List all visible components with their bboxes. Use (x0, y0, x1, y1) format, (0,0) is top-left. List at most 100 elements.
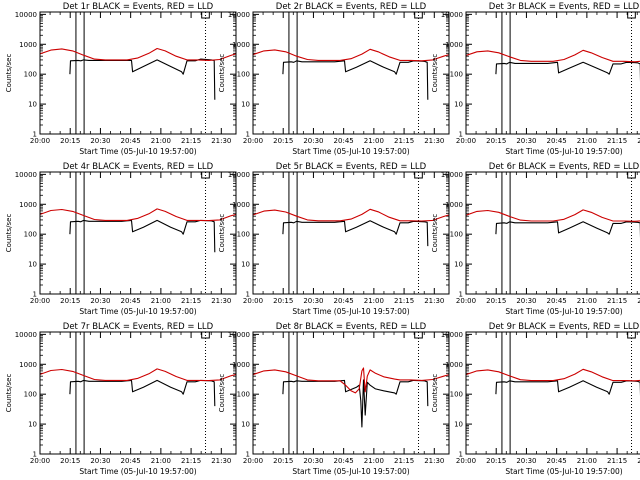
plot-frame (252, 11, 450, 135)
y-tick-label: 100 (24, 71, 37, 79)
panel-title: Det 1r BLACK = Events, RED = LLD (63, 2, 214, 12)
x-tick-label: 20:45 (334, 137, 354, 145)
events-series-line (282, 379, 429, 428)
x-tick-label: 20:45 (547, 457, 567, 465)
x-tick-label: 20:30 (303, 297, 323, 305)
lld-series-line (40, 208, 236, 222)
x-axis-label: Start Time (05-Jul-10 19:57:00) (79, 467, 196, 476)
panel-title: Det 4r BLACK = Events, RED = LLD (63, 162, 214, 172)
panel-title: Det 5r BLACK = Events, RED = LLD (276, 162, 427, 172)
plot-area (253, 172, 449, 294)
y-axis-label: Counts/sec (218, 214, 226, 253)
x-tick-label: 21:15 (394, 297, 414, 305)
x-tick-label: 21:00 (577, 457, 597, 465)
x-tick-label: 20:45 (547, 137, 567, 145)
y-tick-label: 100 (24, 391, 37, 399)
y-tick-label: 1000 (19, 201, 37, 209)
lld-series-line (253, 367, 449, 394)
detector-panel: Det 3r BLACK = Events, RED = LLD Counts/s… (431, 2, 640, 156)
y-tick-label: 1 (459, 131, 463, 139)
interval-bracket (627, 172, 636, 179)
y-tick-label: 100 (450, 391, 463, 399)
y-tick-label: 10000 (15, 171, 37, 179)
detector-panel: Det 6r BLACK = Events, RED = LLD Counts/s… (431, 162, 640, 316)
x-tick-label: 21:30 (424, 457, 444, 465)
lld-series-line (466, 209, 640, 222)
x-tick-label: 21:00 (364, 137, 384, 145)
x-tick-label: 20:00 (30, 297, 50, 305)
x-tick-label: 21:30 (211, 297, 231, 305)
y-tick-label: 1 (246, 131, 250, 139)
x-tick-label: 20:00 (456, 457, 476, 465)
x-axis-label: Start Time (05-Jul-10 19:57:00) (505, 147, 622, 156)
y-tick-label: 100 (237, 71, 250, 79)
x-tick-label: 20:15 (60, 137, 80, 145)
y-tick-label: 1000 (232, 361, 250, 369)
y-axis-label: Counts/sec (431, 374, 439, 413)
plot-area (253, 332, 449, 454)
y-tick-label: 1000 (445, 361, 463, 369)
detector-panel: Det 1r BLACK = Events, RED = LLD Counts/s… (5, 2, 237, 156)
x-axis-label: Start Time (05-Jul-10 19:57:00) (79, 147, 196, 156)
y-tick-label: 1 (459, 291, 463, 299)
x-tick-label: 21:00 (151, 457, 171, 465)
y-tick-label: 10 (454, 101, 463, 109)
y-tick-label: 10 (454, 421, 463, 429)
y-axis-label: Counts/sec (218, 374, 226, 413)
y-tick-label: 1 (246, 451, 250, 459)
x-tick-label: 20:45 (334, 457, 354, 465)
y-tick-label: 10 (454, 261, 463, 269)
events-series-line (69, 379, 216, 407)
lld-series-line (466, 368, 640, 382)
y-tick-label: 10000 (228, 171, 250, 179)
x-tick-label: 21:15 (394, 137, 414, 145)
y-tick-label: 100 (450, 71, 463, 79)
lld-series-line (40, 47, 236, 61)
interval-bracket (627, 332, 636, 339)
plot-area (253, 12, 449, 134)
y-tick-label: 1000 (19, 41, 37, 49)
plot-frame (252, 171, 450, 295)
x-tick-label: 21:00 (364, 457, 384, 465)
interval-bracket (201, 172, 210, 179)
interval-bracket (201, 12, 210, 19)
events-series-line (282, 220, 429, 247)
detector-panel: Det 5r BLACK = Events, RED = LLD Counts/s… (218, 162, 450, 316)
events-series-line (69, 58, 216, 100)
y-tick-label: 1 (33, 451, 37, 459)
lld-series-line (40, 368, 236, 382)
plot-frame (252, 331, 450, 455)
y-tick-label: 100 (24, 231, 37, 239)
x-tick-label: 21:00 (577, 297, 597, 305)
panel-title: Det 2r BLACK = Events, RED = LLD (276, 2, 427, 12)
detector-panel: Det 4r BLACK = Events, RED = LLD Counts/s… (5, 162, 237, 316)
x-tick-label: 20:30 (90, 297, 110, 305)
x-axis-label: Start Time (05-Jul-10 19:57:00) (292, 147, 409, 156)
x-tick-label: 20:00 (456, 297, 476, 305)
y-tick-label: 100 (237, 231, 250, 239)
x-tick-label: 20:30 (516, 457, 536, 465)
y-tick-label: 10 (28, 261, 37, 269)
y-tick-label: 10000 (441, 171, 463, 179)
plot-area (40, 12, 236, 134)
y-tick-label: 100 (450, 231, 463, 239)
x-axis-label: Start Time (05-Jul-10 19:57:00) (505, 307, 622, 316)
x-tick-label: 20:45 (334, 297, 354, 305)
x-tick-label: 21:15 (181, 137, 201, 145)
x-tick-label: 20:30 (90, 457, 110, 465)
panel-title: Det 8r BLACK = Events, RED = LLD (276, 322, 427, 332)
plot-frame (39, 171, 237, 295)
interval-bracket (414, 12, 423, 19)
y-tick-label: 10 (28, 101, 37, 109)
plot-frame (465, 11, 640, 135)
interval-bracket (627, 12, 636, 19)
y-tick-label: 1 (33, 291, 37, 299)
x-tick-label: 21:30 (424, 137, 444, 145)
y-axis-label: Counts/sec (5, 214, 13, 253)
x-tick-label: 21:00 (577, 137, 597, 145)
plot-frame (465, 171, 640, 295)
plot-area (466, 12, 640, 134)
y-tick-label: 10 (241, 421, 250, 429)
events-series-line (282, 60, 429, 100)
plot-area (466, 172, 640, 294)
